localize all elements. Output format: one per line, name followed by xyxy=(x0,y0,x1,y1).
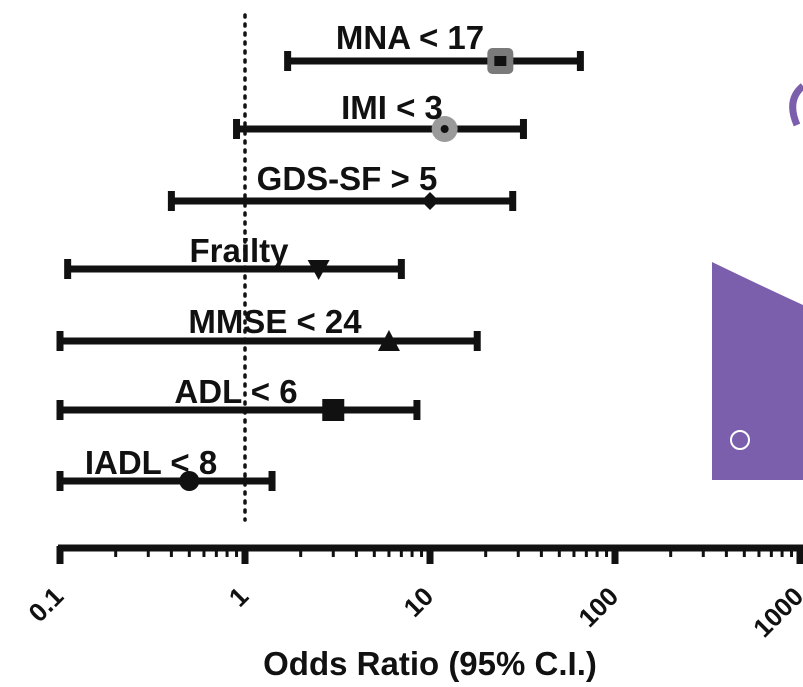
row-label: GDS-SF > 5 xyxy=(257,160,438,197)
forest-row: Frailty xyxy=(64,232,405,280)
point-estimate-marker xyxy=(307,260,330,280)
forest-row: IMI < 3 xyxy=(233,89,527,142)
forest-row: IADL < 8 xyxy=(56,444,276,491)
point-estimate-marker xyxy=(377,330,400,351)
forest-row: MNA < 17 xyxy=(284,19,584,74)
purple-arc xyxy=(789,83,803,127)
point-estimate-marker xyxy=(179,471,200,491)
row-label: MMSE < 24 xyxy=(188,303,362,340)
forest-row: GDS-SF > 5 xyxy=(167,160,517,211)
tick-label: 100 xyxy=(572,581,624,633)
tick-label: 0.1 xyxy=(22,581,69,628)
x-axis-title: Odds Ratio (95% C.I.) xyxy=(263,645,597,682)
point-estimate-marker xyxy=(440,125,449,133)
tick-label: 1 xyxy=(223,581,254,612)
row-label: IMI < 3 xyxy=(341,89,443,126)
point-estimate-marker xyxy=(421,192,439,210)
row-label: IADL < 8 xyxy=(85,444,217,481)
point-estimate-marker xyxy=(322,399,345,421)
slide-logo xyxy=(730,430,750,450)
tick-label: 1000 xyxy=(747,581,803,643)
tick-label: 10 xyxy=(398,581,440,623)
forest-row: ADL < 6 xyxy=(56,373,421,421)
row-label: MNA < 17 xyxy=(336,19,484,56)
forest-row: MMSE < 24 xyxy=(56,303,481,351)
row-label: ADL < 6 xyxy=(174,373,297,410)
x-axis: 0.1 1 10 100 1000 xyxy=(22,544,803,643)
point-estimate-marker xyxy=(494,56,507,66)
row-label: Frailty xyxy=(189,232,289,269)
purple-panel xyxy=(712,262,803,480)
background-slide xyxy=(712,83,803,480)
